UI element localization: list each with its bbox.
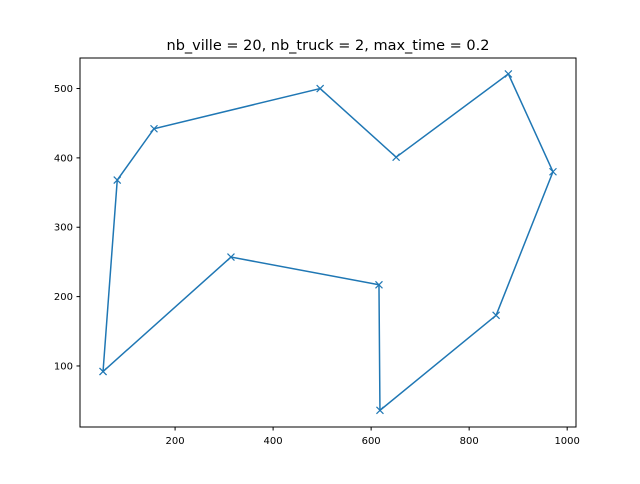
city-marker (375, 280, 383, 289)
city-marker (492, 311, 501, 320)
x-tick-label: 400 (264, 436, 283, 447)
y-tick-label: 100 (54, 361, 73, 372)
city-marker (392, 153, 401, 162)
y-tick-label: 200 (54, 292, 73, 303)
city-marker (549, 167, 557, 176)
city-marker (376, 406, 384, 415)
x-tick-label: 600 (362, 436, 381, 447)
x-tick-label: 200 (166, 436, 185, 447)
y-tick-label: 300 (54, 223, 73, 234)
city-marker (113, 176, 122, 184)
city-marker (150, 124, 158, 133)
x-tick-label: 800 (460, 436, 479, 447)
city-marker (316, 84, 325, 93)
city-marker (99, 367, 107, 376)
route-line (102, 72, 554, 412)
chart-title: nb_ville = 20, nb_truck = 2, max_time = … (167, 38, 490, 54)
y-tick-label: 400 (54, 153, 73, 164)
x-tick-label: 1000 (554, 436, 579, 447)
y-tick-label: 500 (54, 84, 73, 95)
city-marker (504, 70, 513, 78)
axes-frame (79, 57, 577, 428)
city-marker (227, 253, 235, 261)
